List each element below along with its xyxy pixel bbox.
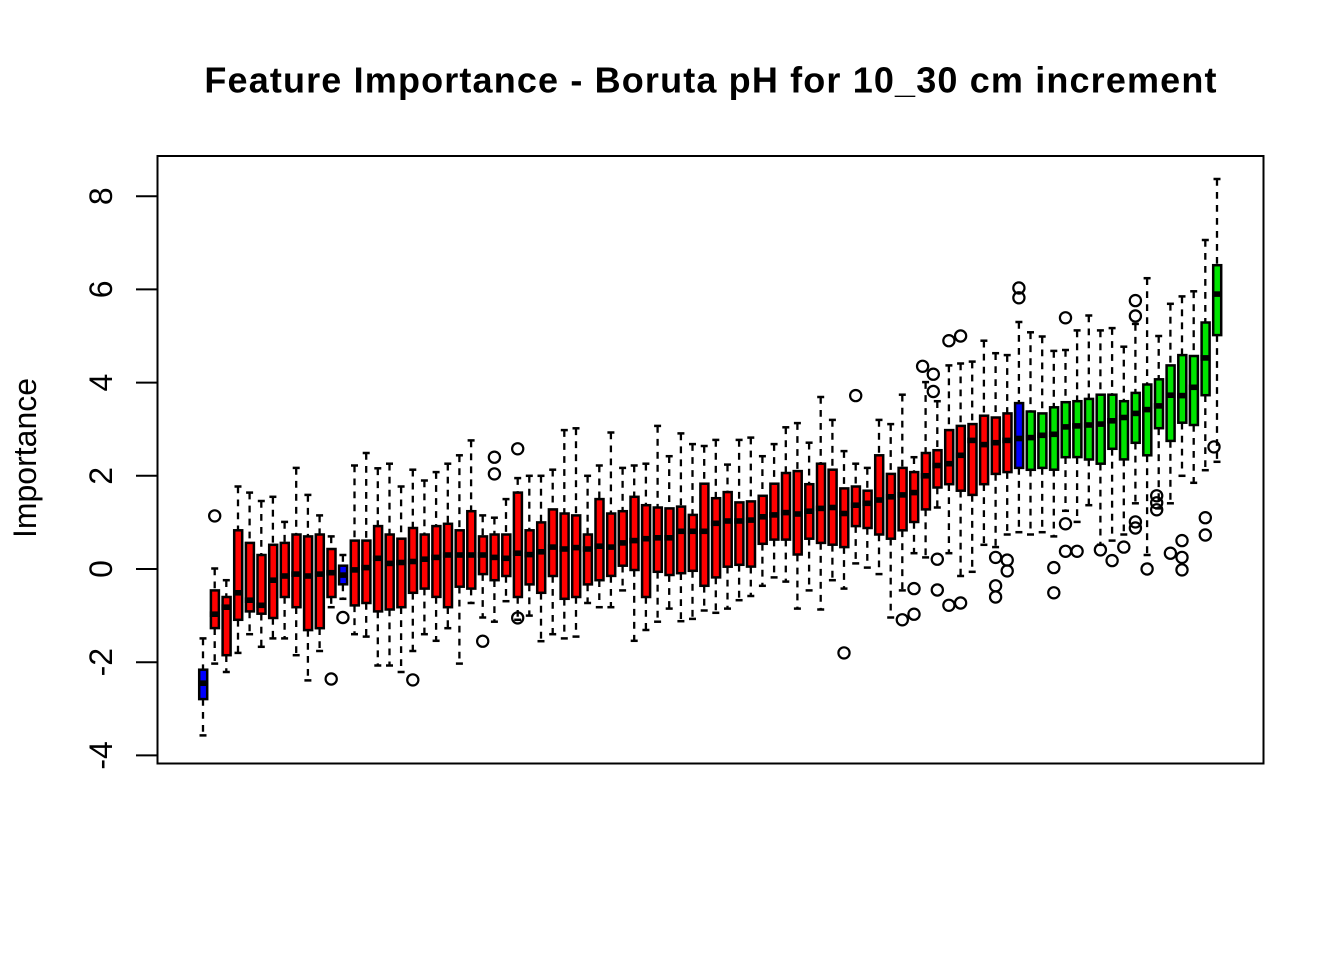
svg-text:2: 2 (83, 467, 119, 485)
svg-text:0: 0 (83, 560, 119, 578)
svg-text:-2: -2 (83, 648, 119, 676)
svg-text:8: 8 (83, 187, 119, 205)
svg-text:Feature Importance - Boruta pH: Feature Importance - Boruta pH for 10_30… (204, 60, 1217, 101)
svg-text:Importance: Importance (7, 378, 43, 538)
svg-text:6: 6 (83, 281, 119, 299)
svg-text:-4: -4 (83, 741, 119, 769)
svg-text:4: 4 (83, 374, 119, 392)
